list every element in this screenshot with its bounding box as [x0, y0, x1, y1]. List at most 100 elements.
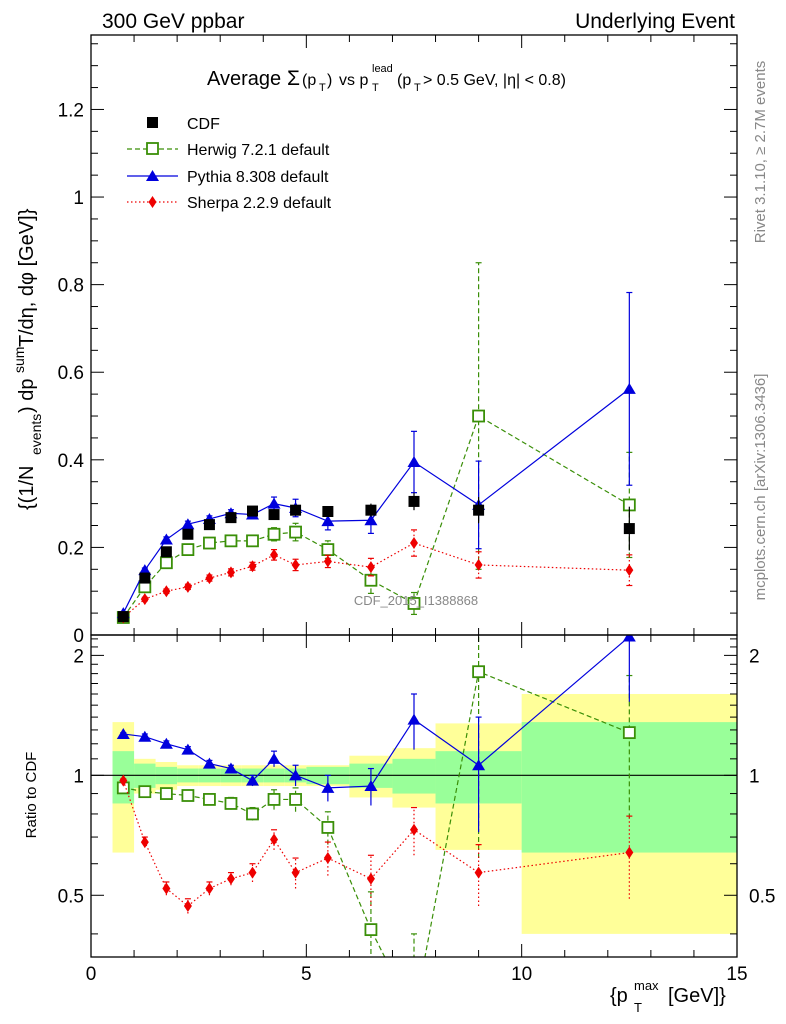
pythia-point: [138, 564, 152, 576]
svg-text:T: T: [634, 1000, 642, 1015]
pythia-line: [122, 388, 630, 614]
sherpa-point: [162, 585, 171, 598]
herwig-ratio-point: [181, 789, 195, 802]
sherpa-ratio-point: [474, 866, 483, 879]
y-tick-label: 0: [73, 626, 84, 647]
herwig-ratio-point: [289, 793, 302, 806]
herwig-ratio-point: [159, 787, 173, 800]
svg-text:[GeV]}: [GeV]}: [668, 985, 726, 1007]
svg-text:): ): [327, 72, 332, 89]
sherpa-point: [248, 560, 257, 573]
svg-text:events: events: [28, 414, 44, 455]
sherpa-point: [323, 555, 332, 568]
svg-text:) dp: ) dp: [16, 379, 38, 413]
pythia-ratio-point: [321, 781, 335, 793]
herwig-point: [246, 534, 259, 548]
pythia-ratio-point: [224, 762, 238, 774]
pythia-ratio-point: [202, 757, 216, 769]
pythia-ratio-point: [181, 743, 195, 755]
ratio-y-tick-label-left: 2: [73, 646, 84, 667]
header-left: 300 GeV ppbar: [102, 10, 244, 33]
herwig-ratio-point: [267, 793, 281, 806]
cdf-point: [623, 523, 635, 535]
pythia-point: [407, 456, 421, 468]
cdf-point: [203, 519, 215, 531]
y-tick-label: 1.2: [58, 100, 84, 121]
ratio-panel: 0.5 0.5 1 1 2 2 0 5 10 15: [58, 634, 775, 1021]
svg-text:(p: (p: [302, 72, 316, 89]
herwig-point: [203, 536, 216, 550]
ratio-frame: [90, 634, 738, 958]
svg-text:lead: lead: [372, 63, 393, 75]
pythia-ratio-point: [246, 774, 259, 786]
svg-text:T: T: [414, 82, 421, 94]
cdf-point: [365, 504, 377, 516]
legend-item-cdf: CDF: [147, 116, 220, 133]
herwig-ratio-point: [246, 807, 259, 821]
pythia-ratio-point: [472, 759, 486, 771]
herwig-point: [407, 597, 421, 610]
herwig-ratio-point: [364, 923, 378, 937]
cdf-point: [160, 546, 172, 558]
y-axis-label: {(1/N events ) dp sum T /dη, dφ [GeV]}: [11, 208, 44, 510]
ratio-y-tick-label-right: 0.5: [749, 886, 775, 907]
cdf-point: [117, 611, 129, 623]
herwig-point: [267, 527, 281, 541]
svg-text:T: T: [16, 335, 38, 347]
herwig-ratio-point: [224, 797, 238, 810]
herwig-ratio-point: [409, 1010, 420, 1021]
svg-text:T: T: [372, 82, 379, 94]
pythia-ratio-point: [364, 780, 378, 792]
sherpa-point: [226, 566, 235, 579]
x-tick-label: 10: [511, 964, 532, 985]
main-data: [116, 262, 636, 624]
sherpa-ratio-point: [248, 866, 257, 879]
analysis-watermark: CDF_2015_I1388868: [354, 593, 478, 608]
pythia-point: [267, 497, 281, 509]
sherpa-ratio-point: [366, 872, 375, 885]
svg-text:{p: {p: [610, 985, 628, 1007]
herwig-point: [289, 525, 302, 539]
herwig-ratio-point: [472, 665, 486, 679]
y-tick-label: 0.2: [58, 538, 84, 559]
sherpa-ratio-point: [205, 882, 214, 895]
herwig-ratio-point: [321, 821, 335, 834]
sherpa-ratio-point: [140, 836, 149, 849]
ratio-y-tick-label-right: 2: [749, 646, 760, 667]
sherpa-ratio-point: [183, 899, 192, 912]
sherpa-ratio-point: [625, 846, 634, 859]
cdf-point: [473, 504, 485, 516]
pythia-point: [364, 514, 378, 526]
cdf-point: [268, 509, 280, 521]
header-right: Underlying Event: [575, 10, 735, 33]
sherpa-point: [625, 564, 634, 577]
svg-text:{(1/N: {(1/N: [16, 466, 38, 510]
legend: CDF Herwig 7.2.1 default Pythia 8.308 de…: [127, 116, 332, 212]
sherpa-point: [410, 537, 418, 550]
svg-text:Σ: Σ: [287, 67, 300, 90]
sherpa-ratio-point: [410, 823, 418, 836]
cdf-point: [322, 505, 334, 517]
legend-item-pythia: Pythia 8.308 default: [127, 169, 329, 186]
y-tick-label: 0.8: [58, 276, 84, 297]
pythia-point: [321, 515, 335, 527]
sherpa-point: [270, 548, 279, 561]
svg-text:sum: sum: [11, 347, 27, 373]
pythia-ratio-point: [267, 752, 281, 764]
herwig-ratio-point: [203, 793, 216, 806]
svg-text:/dη, dφ [GeV]}: /dη, dφ [GeV]}: [16, 208, 38, 335]
pythia-ratio-point: [138, 730, 152, 742]
main-panel: 0 0.2 0.4 0.6 0.8 1 1.2: [58, 34, 738, 647]
herwig-point: [472, 409, 486, 423]
ratio-y-tick-label-right: 1: [749, 766, 760, 787]
svg-text:> 0.5 GeV, |η| < 0.8): > 0.5 GeV, |η| < 0.8): [423, 72, 566, 89]
pythia-point: [622, 382, 636, 394]
sherpa-ratio-point: [323, 852, 332, 865]
herwig-ratio-line: [123, 670, 630, 957]
legend-marker-cdf: [147, 117, 158, 128]
pythia-point: [181, 518, 195, 530]
herwig-ratio-point: [622, 726, 636, 740]
herwig-point: [181, 543, 195, 556]
cdf-point: [225, 512, 237, 524]
herwig-point: [159, 556, 173, 570]
